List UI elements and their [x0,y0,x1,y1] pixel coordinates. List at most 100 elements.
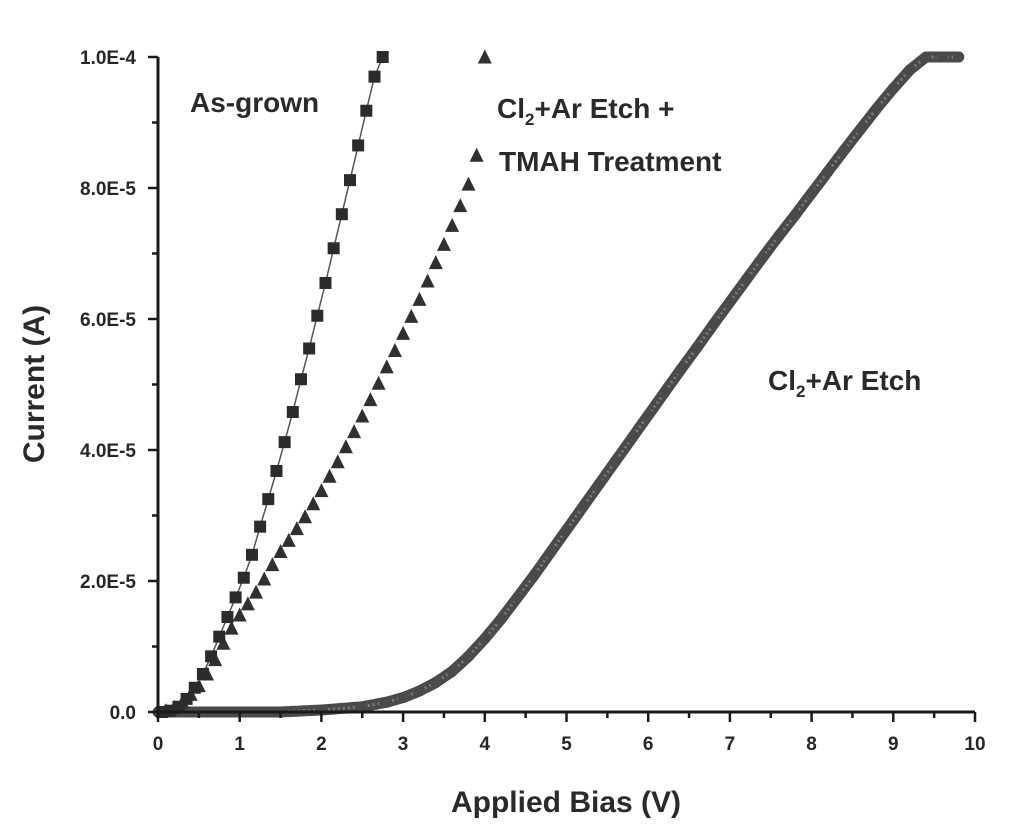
x-tick-label: 4 [480,734,491,755]
tmah-point [232,607,247,622]
etch-point [495,613,507,625]
as-grown-point [188,681,201,694]
tmah-point [379,359,394,374]
series-cl2-ar-etch-tmah [159,49,492,718]
x-tick-label: 5 [561,734,572,755]
tmah-point [249,584,264,599]
tmah-point [330,454,345,469]
tmah-point [387,342,402,357]
as-grown-point [229,591,242,604]
y-tick-label: 4.0E-5 [80,441,136,462]
as-grown-point [343,174,356,187]
tmah-point [371,375,386,390]
x-tick-label: 6 [643,734,654,755]
annotation-tmah-prefix: Cl [497,93,525,124]
etch-point [724,296,736,308]
etch-point [708,318,720,330]
annotation-etch-suffix: +Ar Etch [805,365,921,396]
x-tick-label: 7 [725,734,736,755]
annotation-etch-prefix: Cl [768,365,796,396]
as-grown-point [352,139,365,152]
etch-point [659,386,671,398]
annotation-tmah-suffix: +Ar Etch + [534,93,674,124]
annotation-etch: Cl2+Ar Etch [768,365,921,401]
tmah-point [265,557,280,572]
tmah-point [314,483,329,498]
tmah-point [404,308,419,323]
x-tick-label: 0 [153,734,164,755]
tmah-point [396,325,411,340]
x-tick-label: 10 [964,734,985,755]
etch-point [356,701,368,713]
as-grown-point [278,436,291,449]
tmah-point [322,468,337,483]
etch-point [610,455,622,467]
as-grown-point [245,548,258,561]
as-grown-point [237,571,250,584]
series-as-grown [156,51,389,718]
x-tick-label: 8 [806,734,817,755]
etch-point [479,633,491,645]
as-grown-point [213,630,226,643]
etch-point [577,501,589,513]
etch-point [413,685,425,697]
etch-point [806,187,818,199]
y-tick-label: 2.0E-5 [80,572,136,593]
tmah-point [477,49,492,64]
etch-point [593,478,605,490]
etch-point [920,51,932,63]
etch-point [462,650,474,662]
tmah-point [216,635,231,650]
etch-point [397,692,409,704]
tmah-point [420,273,435,288]
y-tick-label: 6.0E-5 [80,310,136,331]
annotation-tmah-line1: Cl2+Ar Etch + [497,93,675,129]
y-tick-label: 1.0E-4 [80,48,136,69]
etch-point [904,64,916,76]
as-grown-point [360,104,373,117]
tmah-point [273,544,288,559]
tmah-point [363,392,378,407]
as-grown-point [270,464,283,477]
etch-point [642,409,654,421]
tmah-point [445,217,460,232]
as-grown-point [221,611,234,624]
etch-point [626,432,638,444]
etch-point [561,524,572,536]
as-grown-point [262,493,275,506]
x-tick-label: 1 [234,734,245,755]
tmah-point [224,620,239,635]
as-grown-point [376,51,389,63]
annotation-etch-sub: 2 [796,382,805,401]
etch-curve-texture [158,55,959,714]
tmah-point [428,255,443,270]
x-tick-label: 2 [316,734,327,755]
as-grown-point [286,406,299,419]
as-grown-point [205,650,218,663]
tmah-point [347,424,362,439]
etch-point [871,102,883,114]
tmah-point [298,509,313,524]
tmah-point [461,176,476,191]
etch-point [789,209,801,221]
as-grown-line [161,56,384,713]
tmah-point [469,147,484,162]
as-grown-point [327,242,340,255]
as-grown-point [254,520,267,533]
x-tick-label: 3 [398,734,409,755]
tmah-point [257,571,272,586]
annotation-tmah-sub: 2 [525,110,534,129]
tmah-point [338,439,353,454]
x-ticks: 0 1 2 3 4 5 6 7 8 9 10 [153,712,986,755]
etch-point [691,341,703,353]
y-axis-title: Current (A) [18,305,51,463]
annotation-tmah-line2: TMAH Treatment [499,146,721,177]
tmah-point [355,408,370,423]
etch-point [855,123,867,135]
etch-point [544,547,556,559]
etch-point [953,51,965,63]
as-grown-point [368,70,381,83]
tmah-point [306,496,321,511]
etch-point [773,230,785,242]
